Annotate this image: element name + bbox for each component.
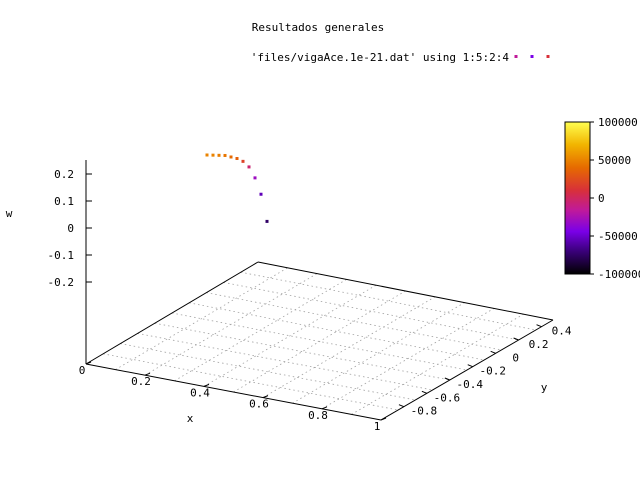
chart-title: Resultados generales — [252, 21, 384, 34]
y-tick-mark — [467, 364, 473, 368]
grid-line — [144, 273, 318, 376]
legend-sample — [514, 55, 550, 58]
z-tick-label: 0.2 — [54, 168, 74, 181]
z-tick-marks — [86, 173, 92, 283]
colorbar-tick-label: 100000 — [598, 116, 638, 129]
y-tick-label: -0.4 — [457, 378, 484, 391]
grid-line — [120, 343, 416, 401]
y-tick-label: 0.4 — [552, 325, 572, 338]
data-point — [235, 157, 239, 160]
y-axis-label: y — [541, 381, 548, 394]
x-tick-label: 0 — [79, 364, 86, 377]
grid-line — [223, 282, 519, 341]
base-edge — [85, 363, 382, 421]
x-tick-mark — [321, 406, 328, 410]
y-tick-label: 0 — [512, 351, 519, 364]
grid-line — [103, 353, 399, 411]
y-tick-mark — [421, 390, 428, 394]
grid-line — [137, 333, 433, 391]
grid-line — [233, 290, 406, 393]
z-tick-label: -0.1 — [48, 249, 75, 262]
colorbar-gradient — [564, 121, 591, 275]
z-tick-label: 0 — [67, 222, 74, 235]
y-tick-labels: -0.8-0.6-0.4-0.2 0 0.20.4 — [398, 324, 572, 418]
x-tick-mark — [203, 383, 210, 387]
data-point — [217, 153, 221, 157]
data-point — [241, 159, 245, 163]
grid-line — [321, 308, 495, 410]
x-tick-label: 0.6 — [249, 398, 269, 411]
data-point — [205, 153, 209, 157]
grid-line — [292, 302, 465, 404]
data-point — [247, 165, 251, 169]
legend-marker — [530, 55, 534, 58]
x-tick-label: 0.2 — [131, 375, 151, 388]
grid-line — [171, 312, 468, 371]
y-tick-mark — [490, 350, 496, 354]
z-tick-label: 0.1 — [54, 195, 74, 208]
colorbar: 100000 50000 0 -50000 -100000 — [564, 116, 640, 281]
legend-marker — [546, 55, 550, 58]
data-point — [259, 192, 263, 196]
y-tick-mark — [444, 377, 450, 381]
x-tick-label: 0.4 — [190, 386, 210, 399]
data-points — [205, 153, 269, 223]
x-tick-mark — [144, 372, 151, 376]
y-tick-label: -0.8 — [411, 405, 438, 418]
legend-marker — [514, 55, 518, 58]
data-point — [253, 176, 257, 180]
grid-line — [203, 284, 377, 387]
legend-label: 'files/vigaAce.1e-21.dat' using 1:5:2:4 — [251, 51, 510, 64]
colorbar-tick-labels: 100000 50000 0 -50000 -100000 — [590, 116, 640, 281]
y-tick-mark — [536, 324, 542, 328]
z-tick-labels: 0.2 0.1 0 -0.1 -0.2 — [48, 168, 75, 289]
y-tick-mark — [398, 404, 405, 408]
data-point — [223, 153, 227, 157]
data-point — [265, 219, 269, 223]
x-tick-mark — [262, 395, 269, 399]
y-tick-label: -0.2 — [479, 365, 506, 378]
base-frame — [85, 261, 554, 421]
colorbar-tick-label: -50000 — [598, 230, 638, 243]
y-tick-label: 0.2 — [529, 338, 549, 351]
data-point — [211, 153, 215, 157]
colorbar-tick-label: 50000 — [598, 154, 631, 167]
base-edge — [380, 319, 554, 421]
base-edge — [257, 261, 554, 321]
grid-line — [154, 322, 450, 381]
z-axis-label: w — [6, 207, 13, 220]
x-tick-mark — [380, 417, 387, 421]
grid-line — [189, 302, 485, 361]
x-tick-label: 1 — [374, 420, 381, 433]
legend: 'files/vigaAce.1e-21.dat' using 1:5:2:4 — [251, 51, 550, 64]
grid-line — [240, 271, 536, 331]
y-tick-mark — [513, 337, 519, 341]
y-tick-label: -0.6 — [434, 391, 461, 404]
grid-line — [206, 292, 502, 351]
base-grid — [103, 267, 536, 415]
base-edge — [85, 261, 259, 365]
colorbar-tick-label: 0 — [598, 192, 605, 205]
grid-line — [115, 267, 288, 370]
colorbar-tick-label: -100000 — [598, 268, 640, 281]
x-tick-labels: 0 0.2 0.4 0.6 0.8 1 — [79, 361, 387, 433]
x-tick-mark — [85, 361, 92, 365]
data-point — [229, 155, 233, 159]
z-tick-label: -0.2 — [48, 276, 75, 289]
x-axis-label: x — [187, 412, 194, 425]
x-tick-label: 0.8 — [308, 409, 328, 422]
